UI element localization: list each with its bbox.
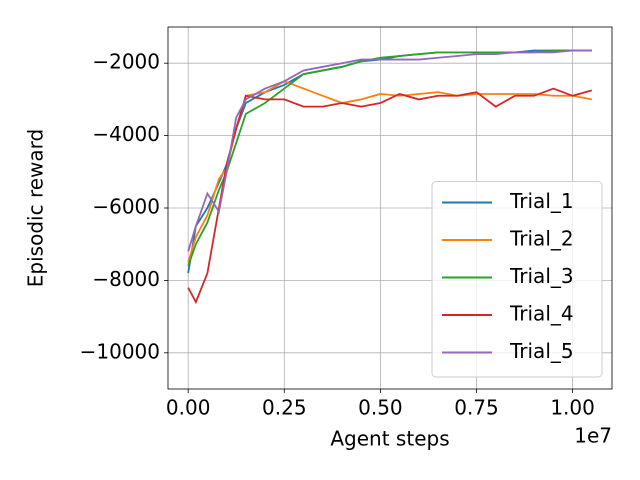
- legend-label: Trial_5: [509, 339, 574, 363]
- x-tick-label: 0.50: [358, 396, 403, 420]
- x-axis-label: Agent steps: [330, 427, 449, 451]
- legend-label: Trial_4: [509, 302, 574, 326]
- legend-label: Trial_3: [509, 264, 574, 288]
- y-tick-label: −8000: [92, 267, 160, 291]
- y-tick-label: −6000: [92, 195, 160, 219]
- x-tick-label: 0.75: [454, 396, 499, 420]
- plot-frame: [167, 26, 613, 390]
- line-series: [187, 49, 592, 252]
- y-tick-label: −2000: [92, 50, 160, 74]
- y-tick-label: −4000: [92, 122, 160, 146]
- x-tick-label: 0.25: [262, 396, 307, 420]
- y-tick-label: −10000: [80, 339, 160, 363]
- legend-box: [431, 181, 603, 378]
- x-tick-label: 1.00: [550, 396, 595, 420]
- legend-label: Trial_2: [509, 227, 574, 251]
- line-series: [187, 87, 593, 305]
- x-tick-label: 0.00: [166, 396, 211, 420]
- y-axis-label: Episodic reward: [24, 129, 48, 287]
- legend-label: Trial_1: [509, 189, 574, 213]
- x-offset-label: 1e7: [574, 424, 612, 448]
